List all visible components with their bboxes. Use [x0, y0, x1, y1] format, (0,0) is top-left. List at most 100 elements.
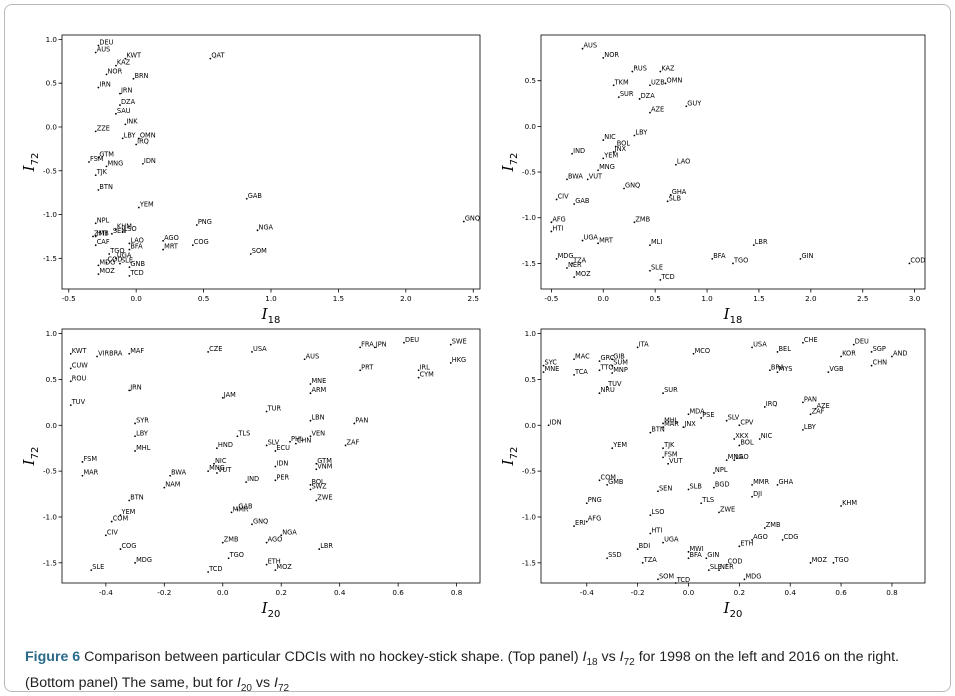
point-label: HTI: [651, 526, 662, 534]
y-tick-label: -1.0: [522, 512, 536, 521]
point-label: PAN: [355, 416, 368, 424]
point-label: FSM: [664, 450, 678, 458]
point-label: TKM: [614, 78, 629, 86]
point-label: AUS: [97, 46, 111, 54]
x-tick-label: 0.2: [276, 588, 287, 597]
data-point: [585, 502, 588, 505]
y-tick-label: 0.5: [525, 375, 536, 384]
data-point: [733, 459, 736, 462]
y-tick-label: 0.0: [46, 122, 58, 131]
data-point: [662, 392, 664, 395]
data-point: [163, 486, 166, 489]
y-axis-label: I72: [20, 447, 41, 467]
point-label: SOM: [252, 247, 267, 255]
point-label: AGO: [164, 234, 179, 242]
data-point: [664, 82, 667, 85]
data-point: [135, 143, 138, 146]
point-label: GIN: [707, 551, 719, 559]
data-point: [119, 262, 121, 265]
point-label: NPL: [97, 216, 110, 224]
point-label: PHL: [291, 435, 304, 443]
data-point: [891, 355, 893, 358]
point-label: VUT: [218, 466, 232, 474]
data-point: [636, 346, 639, 349]
point-label: XKX: [735, 432, 749, 440]
data-point: [705, 557, 708, 560]
caption-symbol-subscript: 20: [240, 682, 252, 692]
x-axis-label-base: I: [723, 305, 731, 323]
point-label: MHL: [664, 416, 679, 424]
point-label: YEM: [603, 151, 618, 159]
data-point: [124, 57, 127, 60]
data-point: [908, 262, 911, 265]
point-label: KOR: [842, 350, 856, 358]
point-label: LBY: [635, 129, 648, 137]
data-point: [195, 224, 198, 226]
data-point: [657, 578, 659, 581]
point-label: MAF: [130, 347, 144, 355]
caption-text: vs: [597, 649, 620, 665]
data-point: [115, 112, 117, 115]
caption-label: Figure 6: [25, 649, 81, 665]
point-label: CUW: [72, 361, 88, 369]
data-point: [121, 137, 124, 140]
data-point: [108, 253, 111, 255]
point-label: KWT: [126, 52, 142, 60]
point-label: NOR: [604, 51, 619, 59]
data-point: [763, 527, 766, 529]
data-point: [230, 511, 233, 514]
point-label: JRN: [129, 383, 142, 391]
point-label: HKG: [452, 356, 466, 364]
point-label: LAO: [735, 453, 748, 461]
data-point: [611, 358, 614, 361]
point-label: NIC: [604, 133, 616, 141]
point-label: MAR: [83, 469, 98, 477]
data-point: [128, 274, 131, 277]
y-tick-label: 0.5: [525, 76, 536, 85]
data-point: [274, 479, 277, 482]
y-tick-label: 0.5: [46, 375, 57, 384]
data-point: [353, 422, 356, 425]
data-point: [289, 440, 291, 443]
data-point: [776, 351, 779, 353]
point-label: CYM: [420, 371, 435, 379]
point-label: BFA: [713, 252, 726, 260]
data-point: [449, 343, 452, 346]
data-point: [585, 520, 588, 523]
point-label: TGO: [229, 551, 244, 559]
data-point: [659, 70, 662, 73]
x-tick-label: 0.8: [886, 588, 898, 597]
data-point: [265, 541, 268, 544]
point-label: MNG: [107, 159, 123, 167]
data-point: [128, 389, 131, 392]
y-tick-label: 0.0: [525, 122, 537, 131]
y-tick-label: -0.5: [522, 467, 536, 476]
data-point: [119, 92, 121, 95]
x-tick-label: 0.2: [734, 588, 745, 597]
point-label: VGB: [829, 365, 844, 373]
data-point: [611, 372, 614, 374]
point-label: AFG: [588, 515, 601, 523]
point-label: GHA: [779, 478, 794, 486]
point-label: BRN: [134, 72, 148, 80]
data-point: [649, 244, 651, 247]
data-point: [725, 459, 728, 462]
data-point: [776, 483, 779, 486]
point-label: BOL: [311, 478, 325, 486]
x-tick-label: 0.0: [130, 294, 142, 303]
data-point: [274, 569, 277, 572]
y-tick-label: -1.0: [43, 512, 57, 521]
caption-text: Comparison between particular CDCIs with…: [84, 649, 583, 665]
data-point: [802, 401, 804, 404]
point-label: QAT: [211, 52, 225, 60]
point-label: IND: [247, 475, 259, 483]
point-label: BTN: [651, 426, 665, 434]
y-tick-label: -0.5: [43, 467, 57, 476]
point-label: SSD: [608, 551, 621, 559]
point-label: KAZ: [661, 65, 675, 73]
data-point: [94, 222, 97, 225]
y-tick-label: 0.5: [46, 79, 57, 88]
point-label: ECU: [276, 444, 290, 452]
point-label: GUY: [687, 99, 702, 107]
data-point: [315, 468, 318, 471]
